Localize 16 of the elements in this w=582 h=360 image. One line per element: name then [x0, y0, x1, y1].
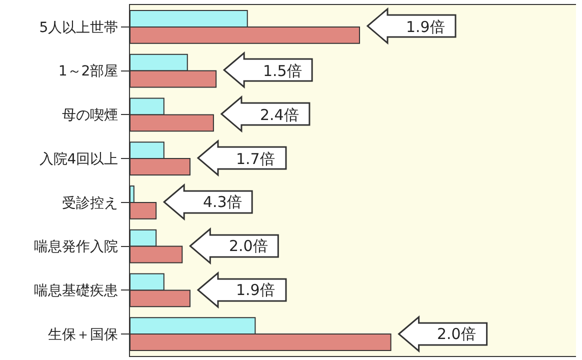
y-tick-label: 入院4回以上	[39, 151, 118, 168]
y-tick-label: 母の喫煙	[62, 108, 118, 124]
y-tick-label: 5人以上世帯	[39, 20, 118, 36]
text: 2.0倍	[437, 325, 476, 343]
annotation: 4.3倍	[203, 193, 242, 211]
y-tick-label: 喘息基礎疾患	[34, 283, 118, 300]
y-tick-label: 1～2部屋	[58, 64, 118, 80]
y-tick-label: 喘息発作入院	[34, 239, 118, 256]
annotation: 1.7倍	[236, 150, 275, 168]
annotation: 1.5倍	[263, 62, 302, 80]
y-tick-label: 生保＋国保	[48, 326, 118, 343]
annotation: 2.0倍	[229, 237, 268, 255]
annotation: 2.4倍	[260, 106, 299, 124]
text: 1.9倍	[406, 18, 445, 36]
annotation: 1.9倍	[236, 281, 275, 299]
y-tick-label: 受診控え	[62, 195, 118, 212]
